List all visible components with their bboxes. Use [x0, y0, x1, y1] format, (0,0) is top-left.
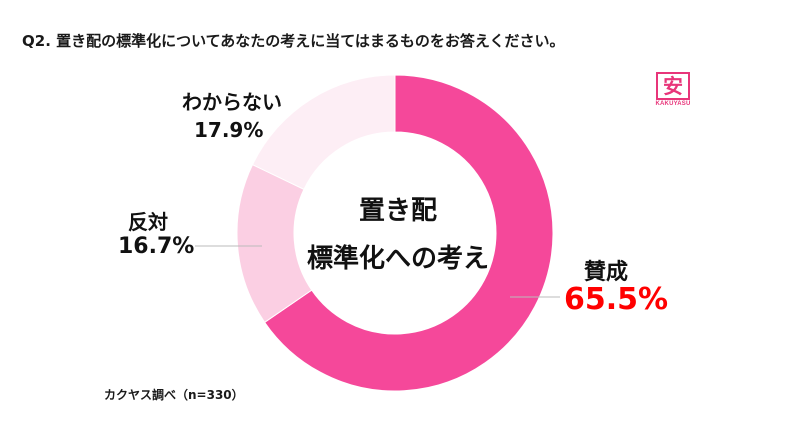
- source-note: カクヤス調べ（n=330）: [104, 388, 244, 402]
- logo-text: KAKUYASU: [655, 101, 691, 107]
- logo-char: 安: [663, 74, 683, 98]
- center-label-line-2: 標準化への考え: [306, 244, 489, 274]
- donut-slices: [236, 74, 554, 392]
- slice-label-unknown-name: わからない: [182, 90, 282, 114]
- logo-box: 安: [656, 72, 690, 100]
- slice-label-disagree-value: 16.7%: [118, 234, 195, 259]
- kakuyasu-logo: 安 KAKUYASU: [655, 72, 690, 110]
- slice-label-agree-name: 賛成: [584, 260, 629, 285]
- donut-slice-unknown: [251, 74, 396, 190]
- slice-label-agree-value: 65.5%: [564, 282, 669, 317]
- center-label-line-1: 置き配: [358, 196, 437, 226]
- slice-label-disagree-name: 反対: [128, 210, 168, 234]
- donut-slice-agree: [263, 74, 554, 392]
- question-title: Q2. 置き配の標準化についてあなたの考えに当てはまるものをお答えください。: [22, 32, 565, 50]
- slice-label-unknown-value: 17.9%: [194, 118, 264, 142]
